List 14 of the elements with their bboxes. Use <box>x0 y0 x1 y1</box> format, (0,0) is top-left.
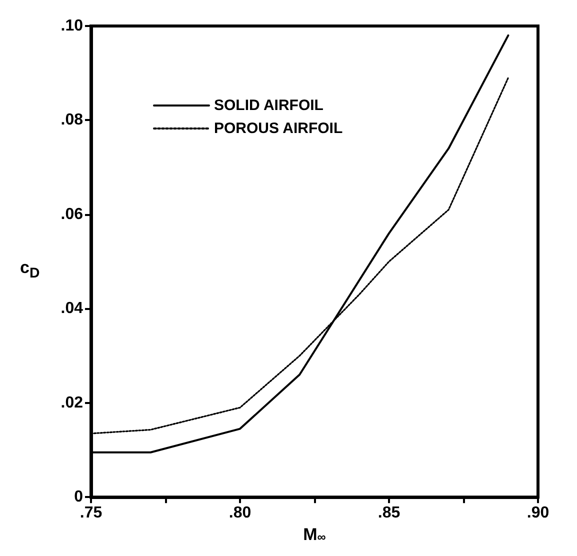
legend-label: SOLID AIRFOIL <box>214 97 324 114</box>
x-tick-label: .75 <box>80 504 102 522</box>
y-tick-label: .04 <box>60 300 84 318</box>
y-tick-label: .10 <box>60 18 84 34</box>
y-axis-title: c$_{D}$ <box>20 258 40 282</box>
x-tick-label: .85 <box>378 504 400 522</box>
x-axis-title: M∞ <box>303 525 326 544</box>
legend-label: POROUS AIRFOIL <box>214 120 343 137</box>
y-tick-label: .08 <box>60 112 84 129</box>
x-tick-label: .90 <box>526 504 550 522</box>
y-tick-label: .06 <box>60 206 84 223</box>
y-tick-label: .02 <box>60 394 84 412</box>
x-tick-label: .80 <box>228 504 252 522</box>
y-tick-label: 0 <box>74 488 84 506</box>
